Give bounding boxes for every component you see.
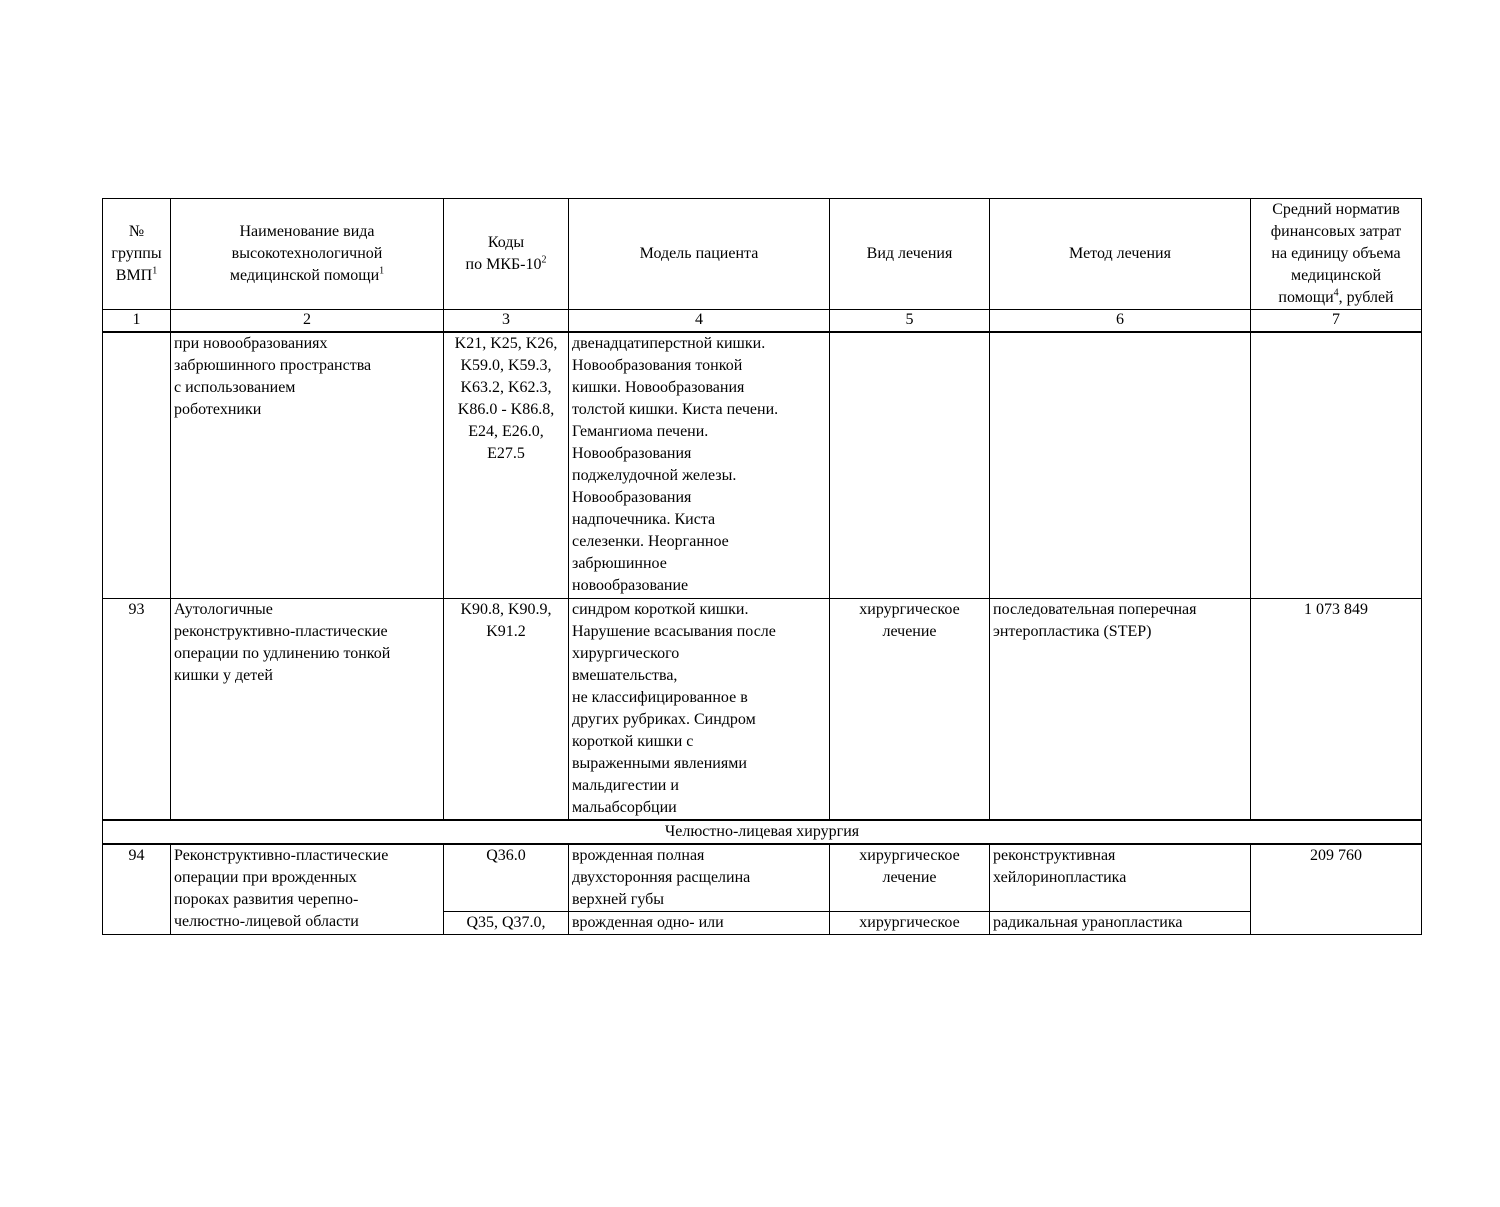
header-group-number: № группы ВМП1 <box>102 198 171 310</box>
header-cost: Средний норматив финансовых затрат на ед… <box>1250 198 1422 310</box>
header-icd-codes: Коды по МКБ-102 <box>443 198 569 310</box>
icd-codes: Q35, Q37.0, <box>443 911 569 935</box>
table-row: при новообразованиях забрюшинного простр… <box>102 331 1422 599</box>
group-number <box>102 331 171 599</box>
patient-model: двенадцатиперстной кишки. Новообразовани… <box>568 331 830 599</box>
group-number: 93 <box>102 597 171 821</box>
icd-codes: K21, K25, K26, K59.0, K59.3, K63.2, K62.… <box>443 331 569 599</box>
column-number: 7 <box>1250 309 1422 333</box>
treatment-method: реконструктивная хейлоринопластика <box>989 843 1251 912</box>
treatment-type: хирургическое лечение <box>829 597 990 821</box>
table-row: 93 Аутологичные реконструктивно-пластиче… <box>102 597 1422 821</box>
icd-codes: Q36.0 <box>443 843 569 912</box>
header-treatment-method: Метод лечения <box>989 198 1251 310</box>
group-number: 94 <box>102 843 171 935</box>
treatment-method: радикальная уранопластика <box>989 911 1251 935</box>
treatment-method: последовательная поперечная энтеропласти… <box>989 597 1251 821</box>
column-number: 5 <box>829 309 990 333</box>
column-number: 1 <box>102 309 171 333</box>
column-number: 2 <box>170 309 444 333</box>
header-row: № группы ВМП1 Наименование вида высокоте… <box>102 198 1422 310</box>
icd-codes: K90.8, K90.9, K91.2 <box>443 597 569 821</box>
header-care-type: Наименование вида высокотехнологичной ме… <box>170 198 444 310</box>
table-row: 94 Реконструктивно-пластические операции… <box>102 843 1422 935</box>
care-type: Аутологичные реконструктивно-пластически… <box>170 597 444 821</box>
column-number: 3 <box>443 309 569 333</box>
treatment-type: хирургическое <box>829 911 990 935</box>
column-number: 6 <box>989 309 1251 333</box>
patient-model: врожденная одно- или <box>568 911 830 935</box>
section-title: Челюстно-лицевая хирургия <box>102 819 1422 845</box>
care-type: Реконструктивно-пластические операции пр… <box>170 843 444 935</box>
table-row: Q35, Q37.0, врожденная одно- или хирурги… <box>103 911 1422 935</box>
section-row: Челюстно-лицевая хирургия <box>102 819 1422 845</box>
treatment-type <box>829 331 990 599</box>
patient-model: врожденная полная двухсторонняя расщелин… <box>568 843 830 912</box>
vmp-table: № группы ВМП1 Наименование вида высокоте… <box>102 198 1422 935</box>
column-number-row: 1 2 3 4 5 6 7 <box>102 309 1422 333</box>
header-treatment-type: Вид лечения <box>829 198 990 310</box>
patient-model: синдром короткой кишки. Нарушение всасыв… <box>568 597 830 821</box>
header-patient-model: Модель пациента <box>568 198 830 310</box>
treatment-method <box>989 331 1251 599</box>
cost <box>1250 331 1422 599</box>
care-type: при новообразованиях забрюшинного простр… <box>170 331 444 599</box>
treatment-type: хирургическое лечение <box>829 843 990 912</box>
cost: 209 760 <box>1250 843 1422 935</box>
cost: 1 073 849 <box>1250 597 1422 821</box>
column-number: 4 <box>568 309 830 333</box>
